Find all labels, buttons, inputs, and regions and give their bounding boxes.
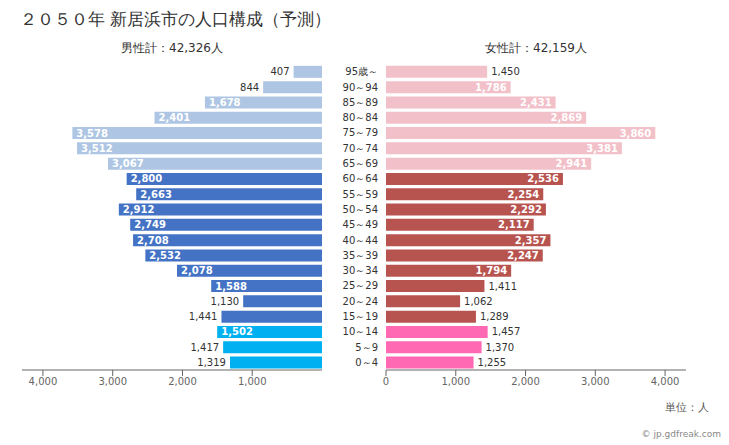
svg-text:1,502: 1,502 [221,326,253,337]
svg-text:2,800: 2,800 [131,173,163,184]
svg-text:0～4: 0～4 [355,357,378,368]
svg-text:2,708: 2,708 [137,235,169,246]
svg-text:5～9: 5～9 [355,342,378,353]
svg-text:30～34: 30～34 [343,265,378,276]
svg-text:2,749: 2,749 [134,219,166,230]
svg-text:1,678: 1,678 [209,97,241,108]
svg-text:1,411: 1,411 [488,281,517,292]
svg-text:1,255: 1,255 [478,357,507,368]
svg-text:1,000: 1,000 [441,376,470,387]
svg-text:2,000: 2,000 [168,376,197,387]
svg-text:3,578: 3,578 [76,128,108,139]
html-text:２０５０年 新居浜市の人口構成（予測）: ２０５０年 新居浜市の人口構成（予測） [20,9,332,29]
svg-text:2,869: 2,869 [551,112,583,123]
svg-text:2,532: 2,532 [149,250,181,261]
svg-text:55～59: 55～59 [343,189,378,200]
svg-text:0: 0 [383,376,389,387]
svg-text:2,292: 2,292 [510,204,542,215]
svg-text:15～19: 15～19 [343,311,378,322]
html-text:女性計：42,159人: 女性計：42,159人 [485,41,587,55]
svg-text:1,786: 1,786 [475,82,507,93]
svg-text:3,381: 3,381 [586,143,618,154]
html-text:単位：人: 単位：人 [665,401,709,414]
svg-text:1,588: 1,588 [215,281,247,292]
svg-text:1,000: 1,000 [238,376,267,387]
svg-text:85～89: 85～89 [343,97,378,108]
svg-text:1,370: 1,370 [486,342,515,353]
svg-text:2,431: 2,431 [520,97,552,108]
svg-text:90～94: 90～94 [343,82,378,93]
svg-text:1,457: 1,457 [492,326,521,337]
svg-text:2,078: 2,078 [181,265,213,276]
svg-text:95歳～: 95歳～ [345,66,378,77]
svg-text:3,067: 3,067 [112,158,144,169]
svg-text:2,247: 2,247 [507,250,539,261]
html-text:男性計：42,326人: 男性計：42,326人 [121,41,223,55]
svg-text:65～69: 65～69 [343,158,378,169]
svg-text:2,536: 2,536 [527,173,559,184]
svg-text:2,117: 2,117 [498,219,530,230]
svg-text:25～29: 25～29 [343,280,378,291]
svg-text:4,000: 4,000 [651,376,680,387]
svg-text:75～79: 75～79 [343,127,378,138]
svg-text:2,663: 2,663 [140,189,172,200]
svg-text:1,062: 1,062 [464,296,493,307]
svg-text:3,860: 3,860 [620,128,652,139]
svg-text:2,941: 2,941 [556,158,588,169]
svg-text:2,401: 2,401 [158,112,190,123]
svg-text:1,289: 1,289 [480,311,509,322]
svg-text:1,417: 1,417 [190,342,219,353]
svg-text:1,130: 1,130 [211,296,240,307]
svg-text:844: 844 [240,82,259,93]
svg-text:70～74: 70～74 [343,143,378,154]
svg-text:2,912: 2,912 [123,204,155,215]
svg-text:50～54: 50～54 [343,204,378,215]
svg-text:40～44: 40～44 [343,235,378,246]
svg-text:3,000: 3,000 [581,376,610,387]
svg-text:35～39: 35～39 [343,250,378,261]
svg-text:1,450: 1,450 [491,66,520,77]
svg-text:2,254: 2,254 [508,189,540,200]
svg-text:3,512: 3,512 [81,143,113,154]
svg-text:45～49: 45～49 [343,219,378,230]
svg-text:3,000: 3,000 [98,376,127,387]
svg-text:1,441: 1,441 [189,311,218,322]
svg-text:60～64: 60～64 [343,173,378,184]
svg-text:80～84: 80～84 [343,112,378,123]
html-text:© jp.gdfreak.com: © jp.gdfreak.com [641,429,721,439]
svg-text:2,357: 2,357 [515,235,547,246]
svg-text:1,794: 1,794 [476,265,508,276]
svg-text:4,000: 4,000 [29,376,58,387]
svg-text:20～24: 20～24 [343,296,378,307]
svg-text:1,319: 1,319 [197,357,226,368]
svg-text:2,000: 2,000 [511,376,540,387]
svg-text:407: 407 [271,66,290,77]
svg-text:10～14: 10～14 [343,326,378,337]
